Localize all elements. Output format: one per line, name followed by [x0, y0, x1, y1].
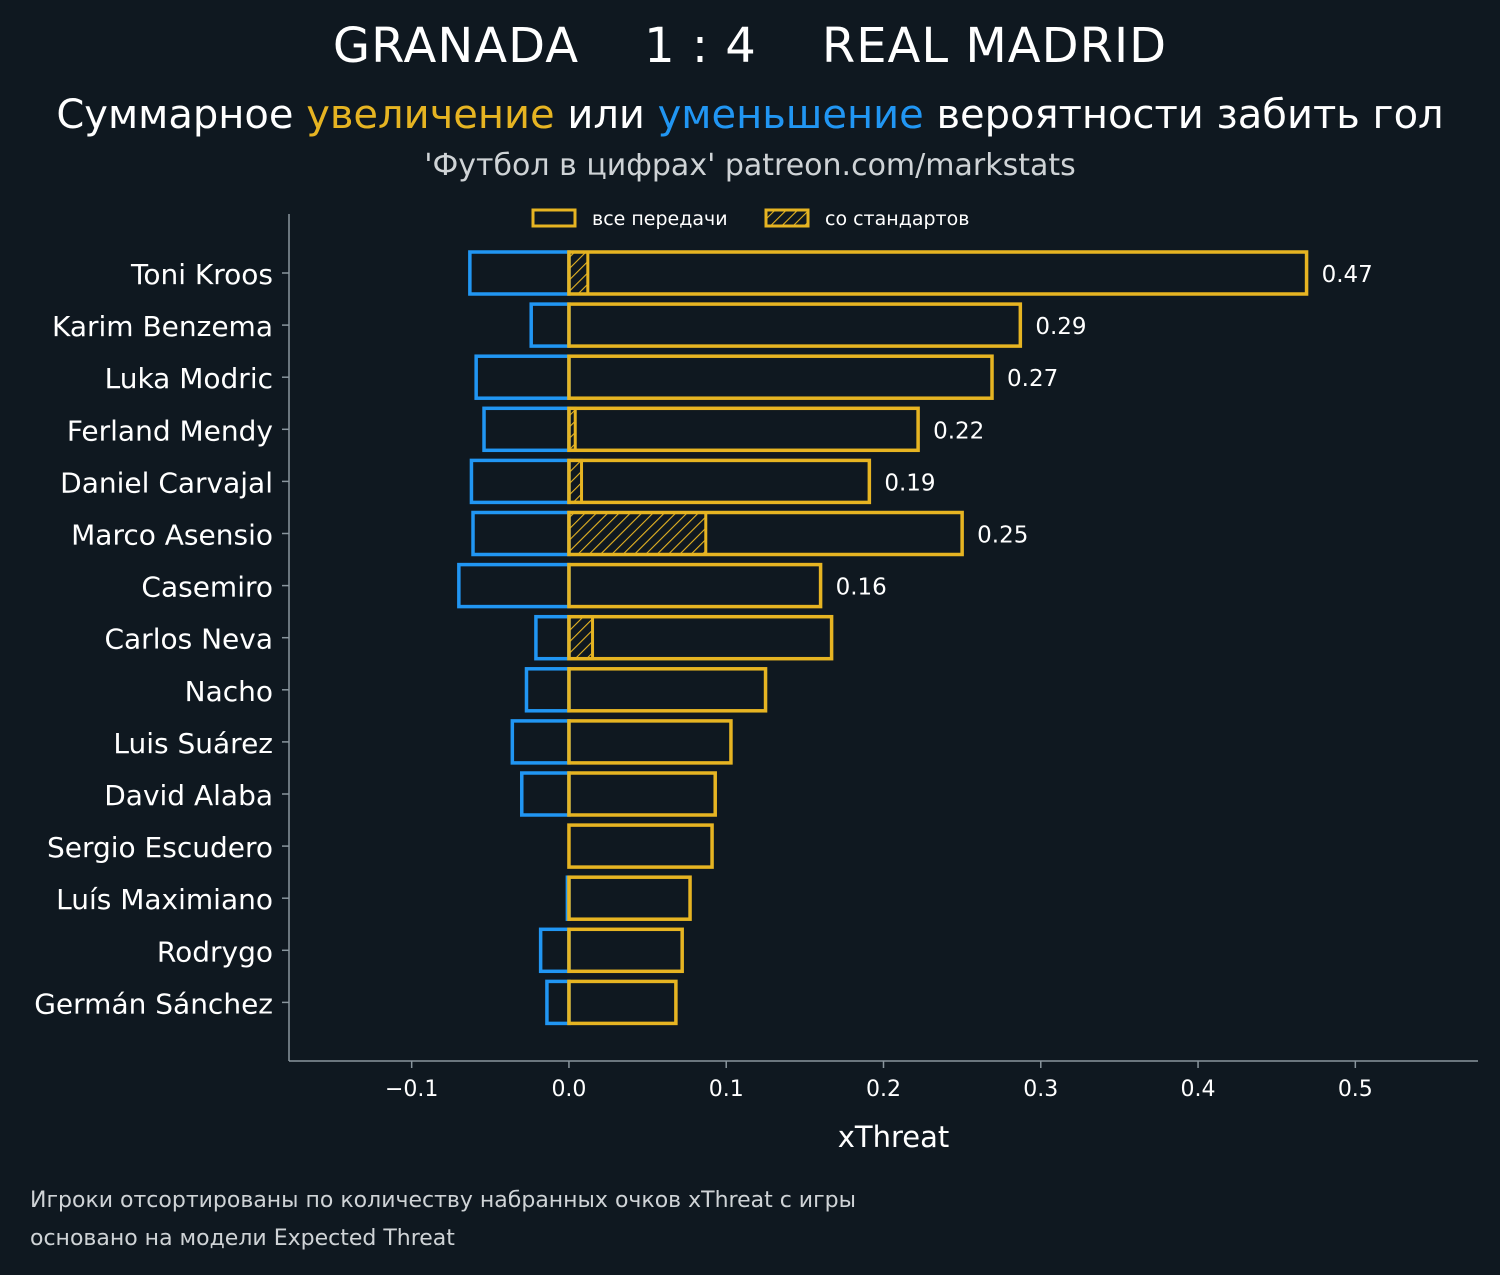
negative-bar — [538, 927, 571, 974]
player-name-label: Marco Asensio — [71, 519, 273, 552]
positive-bar — [567, 406, 920, 453]
player-name-label: Toni Kroos — [130, 258, 273, 291]
player-name-label: Luka Modric — [105, 362, 273, 395]
positive-bar — [567, 458, 872, 505]
positive-bar — [567, 875, 692, 921]
player-name-label: Ferland Mendy — [67, 414, 273, 447]
x-tick-label: 0.3 — [1023, 1077, 1058, 1102]
value-label: 0.16 — [836, 575, 887, 601]
negative-bar — [474, 354, 571, 400]
legend-swatch-all-passes — [531, 208, 577, 228]
negative-bar — [471, 510, 571, 557]
positive-bar — [567, 562, 823, 609]
player-name-label: Sergio Escudero — [47, 831, 273, 864]
negative-bar — [468, 250, 571, 296]
positive-bar — [567, 302, 1023, 348]
negative-bar — [529, 302, 571, 348]
player-name-label: Luis Suárez — [113, 727, 273, 760]
player-name-label: Karim Benzema — [52, 310, 273, 343]
positive-bar — [567, 510, 964, 557]
negative-bar — [545, 979, 571, 1026]
set-piece-bar — [567, 458, 584, 504]
positive-bar — [567, 979, 678, 1026]
player-name-label: Carlos Neva — [104, 623, 273, 656]
player-name-label: Luís Maximiano — [56, 883, 273, 916]
value-label: 0.22 — [933, 418, 984, 444]
positive-bar — [567, 823, 714, 869]
legend-label-set-pieces: со стандартов — [825, 208, 969, 230]
subtitle-decrease: уменьшение — [657, 92, 924, 138]
player-name-label: Nacho — [185, 675, 273, 708]
subtitle-text: или — [554, 92, 658, 138]
x-tick-label: 0.2 — [866, 1077, 901, 1102]
x-tick-label: 0.5 — [1338, 1077, 1373, 1102]
home-team: GRANADA — [332, 18, 580, 74]
player-name-label: David Alaba — [104, 779, 273, 812]
legend-swatch-set-pieces — [764, 208, 810, 228]
x-tick-label: −0.1 — [385, 1077, 438, 1102]
negative-bar — [510, 719, 571, 765]
x-axis-label: xThreat — [838, 1120, 950, 1154]
negative-bar — [534, 614, 571, 661]
set-piece-bar — [567, 511, 708, 556]
player-name-label: Daniel Carvajal — [60, 466, 273, 499]
positive-bar — [567, 614, 834, 661]
subtitle-text: Суммарное — [56, 92, 307, 138]
positive-bar — [567, 771, 717, 817]
value-label: 0.29 — [1035, 314, 1086, 340]
away-team: REAL MADRID — [821, 18, 1168, 74]
positive-bar — [567, 354, 994, 400]
value-label: 0.25 — [977, 523, 1028, 549]
legend-label-all-passes: все передачи — [592, 208, 728, 230]
positive-bar — [567, 667, 768, 713]
player-name-label: Rodrygo — [157, 935, 273, 968]
xthreat-chart: −0.1 0.0 0.1 0.2 0.3 0.4 0.5 xThreat Toni Kroos K… — [34, 208, 1478, 1154]
negative-bar — [520, 771, 571, 817]
positive-bar — [567, 250, 1309, 296]
negative-bar — [457, 562, 571, 609]
x-tick-label: 0.1 — [709, 1077, 744, 1102]
value-label: 0.47 — [1322, 262, 1373, 288]
value-label: 0.27 — [1007, 366, 1058, 392]
player-name-label: Casemiro — [141, 571, 273, 604]
chart-subtitle: Суммарное увеличение или уменьшение веро… — [0, 92, 1500, 138]
footnote-model: основано на модели Expected Threat — [30, 1226, 455, 1251]
player-name-label: Germán Sánchez — [34, 987, 273, 1020]
chart-title: GRANADA 1 : 4 REAL MADRID — [0, 18, 1500, 74]
positive-bar — [567, 927, 684, 974]
x-tick-label: 0.4 — [1181, 1077, 1216, 1102]
credit-line: 'Футбол в цифрах' patreon.com/markstats — [424, 148, 1076, 183]
subtitle-increase: увеличение — [306, 92, 555, 138]
positive-bar — [567, 719, 733, 765]
negative-bar — [482, 406, 571, 453]
set-piece-bar — [567, 250, 590, 296]
negative-bar — [524, 667, 571, 713]
negative-bar — [469, 458, 571, 505]
footnote-sorting: Игроки отсортированы по количеству набра… — [30, 1188, 856, 1213]
value-label: 0.19 — [884, 470, 935, 496]
x-tick-label: 0.0 — [551, 1077, 586, 1102]
subtitle-text: вероятности забить гол — [923, 92, 1444, 138]
set-piece-bar — [567, 615, 595, 661]
match-score: 1 : 4 — [644, 18, 757, 74]
